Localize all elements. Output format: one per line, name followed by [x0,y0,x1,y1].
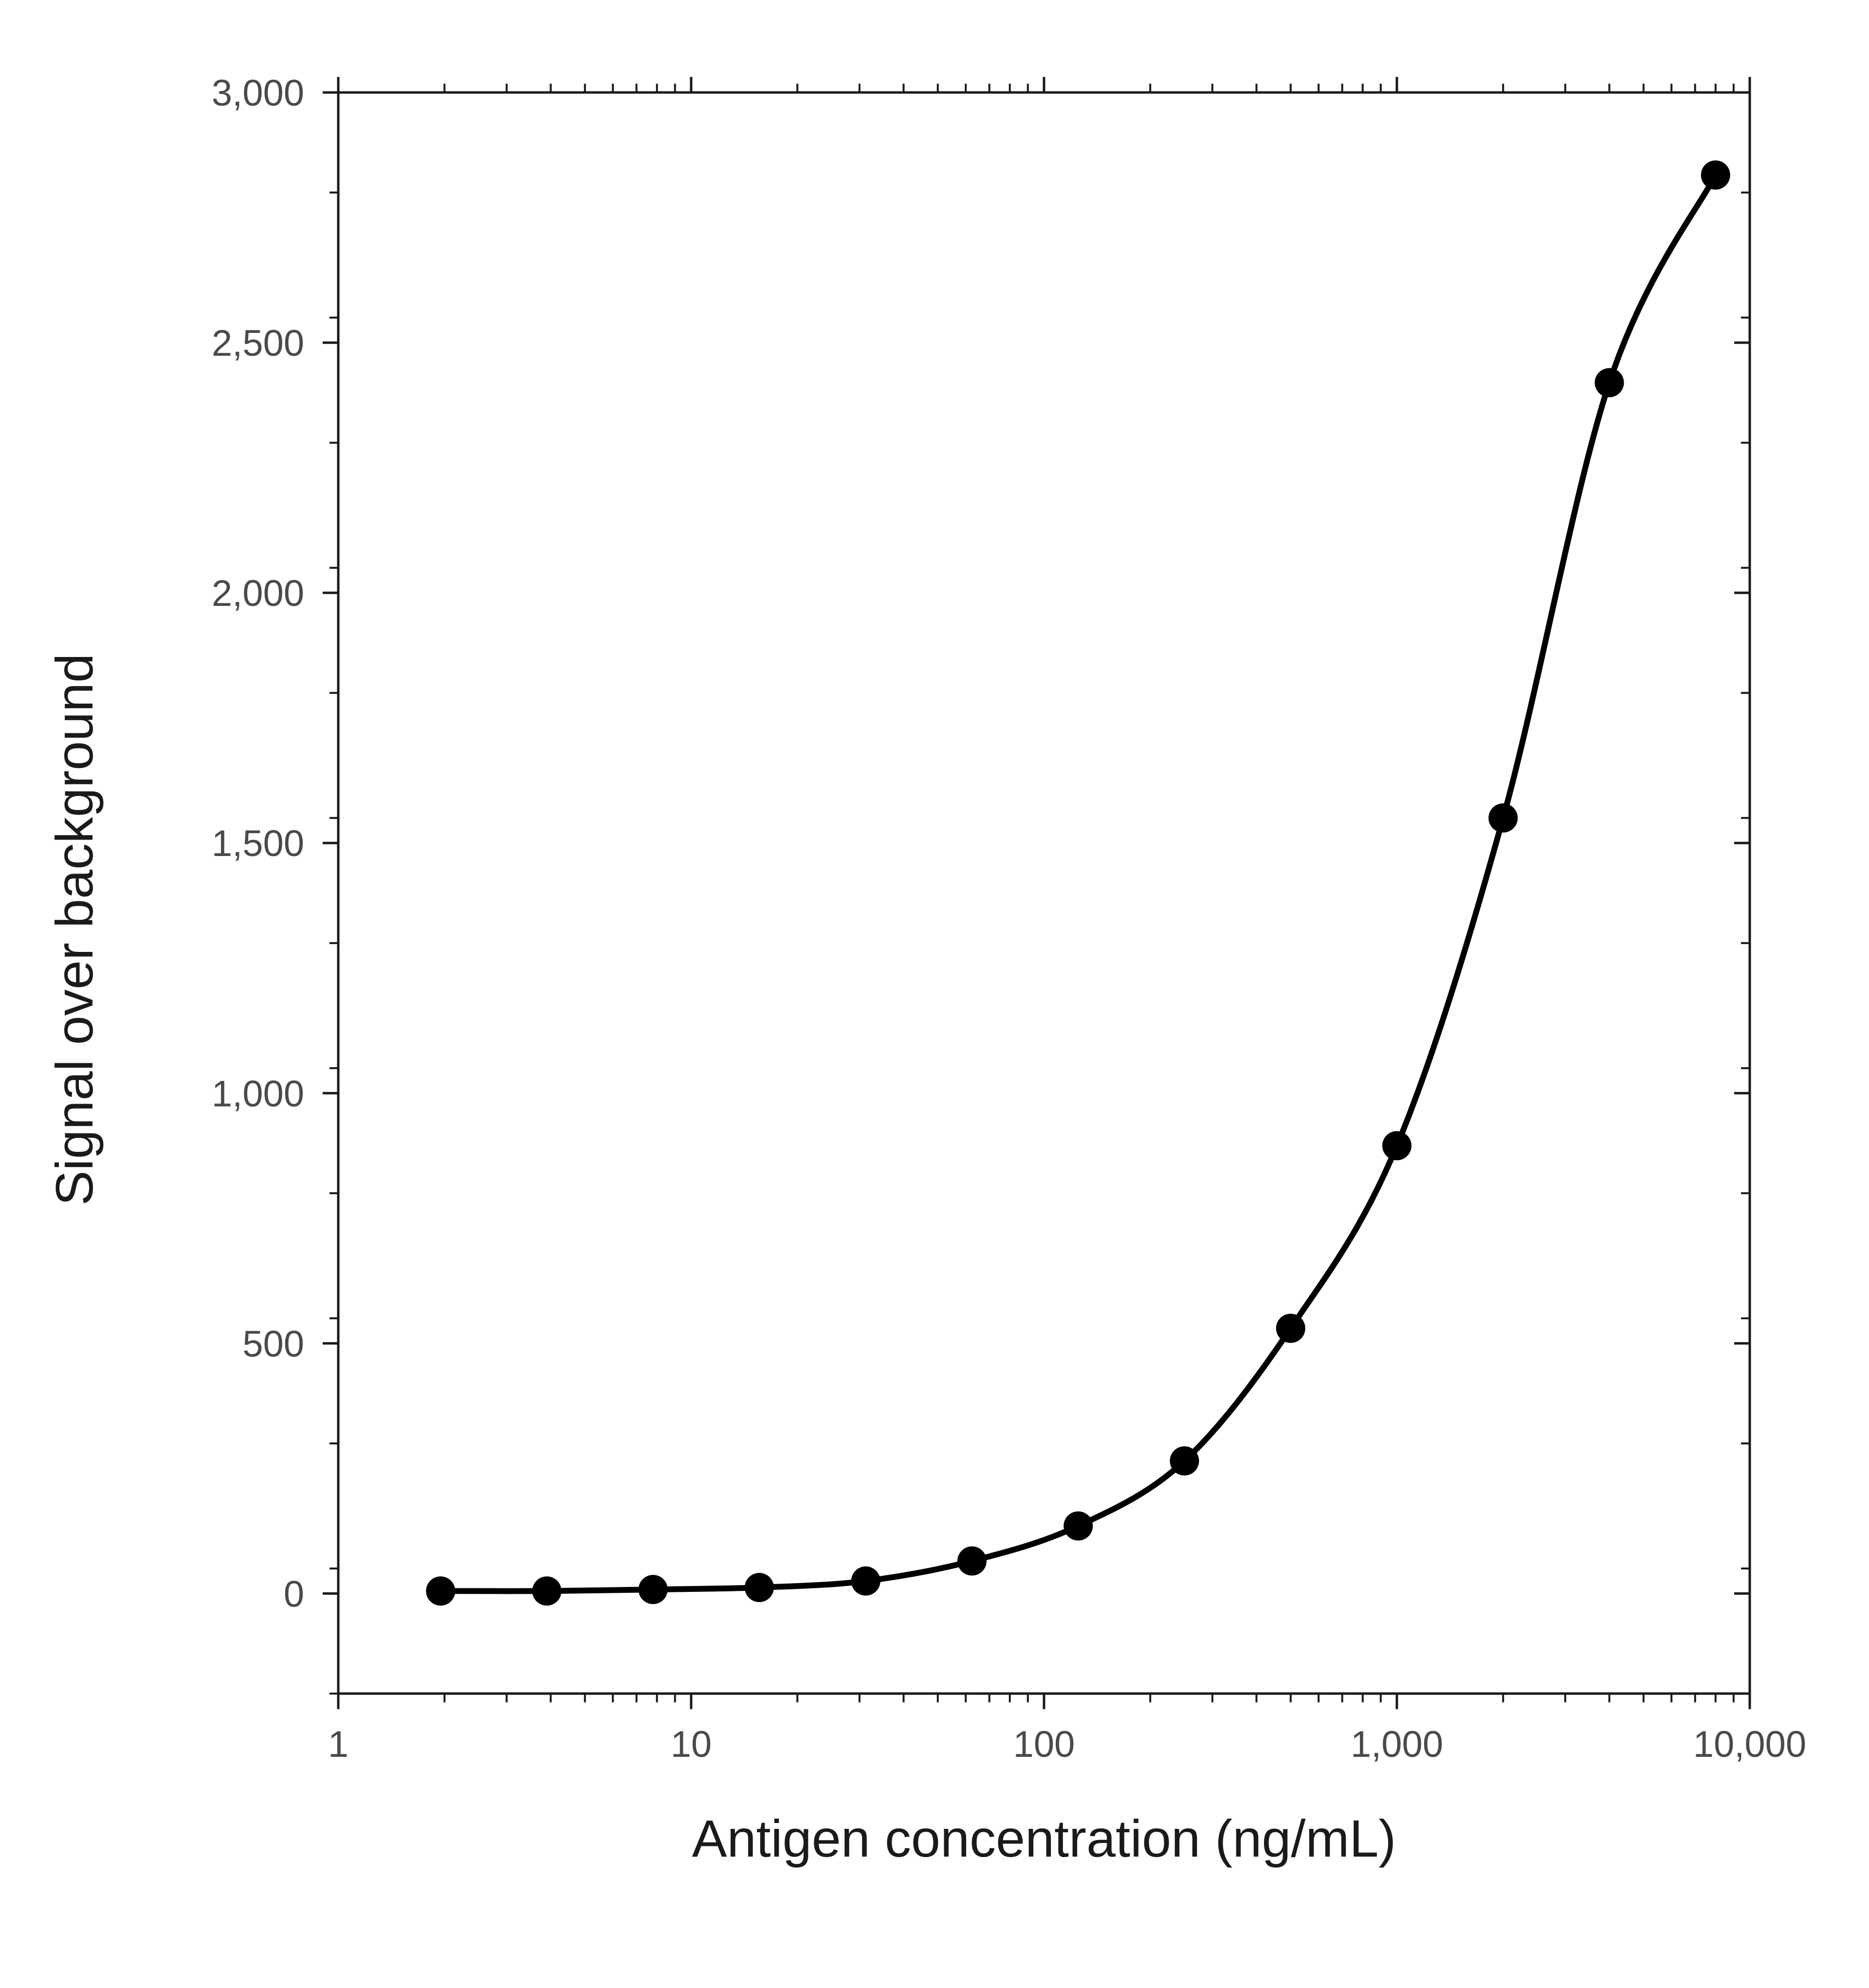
x-tick-label: 10 [671,1724,712,1765]
data-point [1594,368,1624,398]
minor-ticks [330,84,1750,1702]
x-tick-label: 1 [328,1724,348,1765]
x-tick-labels: 1 10 100 1,000 10,000 [328,1724,1806,1765]
data-point [638,1575,668,1605]
series-lines [440,173,1719,1594]
y-tick-label: 2,000 [212,573,304,614]
data-point [851,1566,880,1596]
y-axis-title: Signal over background [45,654,104,1206]
data-point [1382,1131,1411,1161]
data-point [957,1546,987,1576]
y-tick-labels: 0 500 1,000 1,500 2,000 2,500 3,000 [212,73,304,1615]
series-line [440,173,1719,1594]
data-point [745,1573,774,1603]
data-point [1276,1313,1305,1343]
y-tick-label: 3,000 [212,73,304,114]
major-ticks [323,77,1751,1709]
x-tick-label: 100 [1013,1724,1075,1765]
data-point [1701,160,1730,190]
x-tick-label: 10,000 [1693,1724,1806,1765]
data-point [426,1576,456,1606]
data-point [1170,1446,1199,1476]
x-tick-label: 1,000 [1351,1724,1443,1765]
data-points [426,160,1730,1606]
plot-frame [337,91,1751,1695]
y-tick-label: 500 [242,1323,304,1365]
data-point [1488,803,1518,833]
y-tick-label: 1,500 [212,823,304,864]
y-tick-label: 2,500 [212,323,304,364]
data-point [1063,1511,1093,1541]
x-axis-title: Antigen concentration (ng/mL) [692,1809,1396,1868]
y-tick-label: 1,000 [212,1073,304,1114]
data-point [532,1576,562,1606]
y-tick-label: 0 [284,1573,304,1615]
